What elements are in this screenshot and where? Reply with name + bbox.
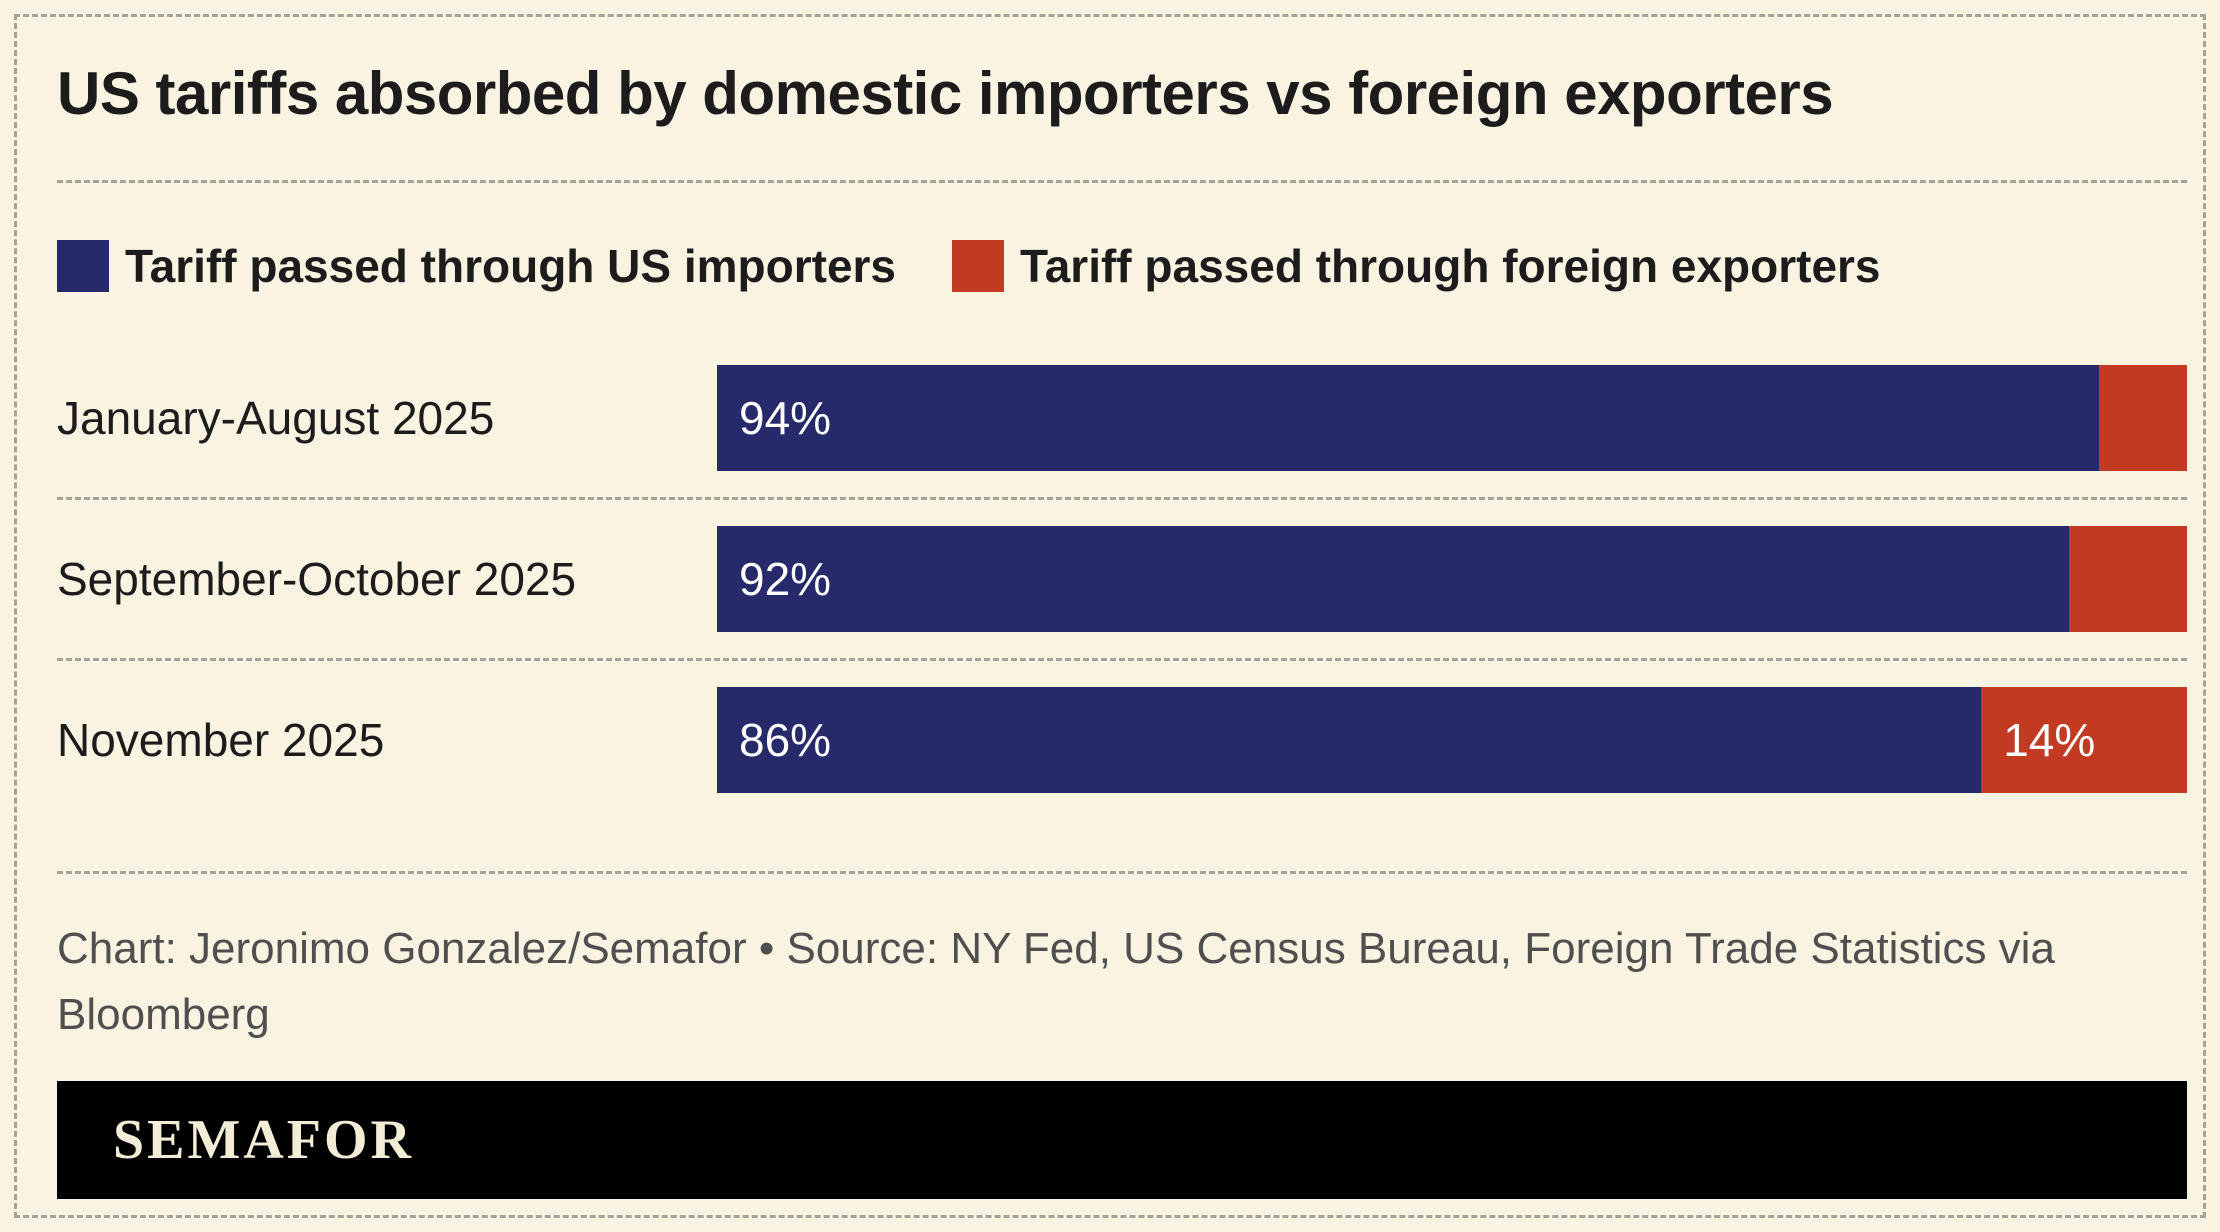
exporter-segment: 14% bbox=[1981, 687, 2187, 793]
category-label: January-August 2025 bbox=[57, 392, 495, 444]
legend-label-exporters: Tariff passed through foreign exporters bbox=[1020, 240, 1881, 292]
stacked-bar: 86% 14% bbox=[717, 687, 2187, 793]
importer-value-label: 94% bbox=[739, 392, 832, 444]
exporter-segment bbox=[2098, 365, 2187, 471]
bar-row-jan-aug: January-August 2025 94% bbox=[57, 365, 2187, 471]
divider-between-rows bbox=[57, 497, 2187, 500]
legend-item-importers: Tariff passed through US importers bbox=[57, 239, 896, 293]
legend-item-exporters: Tariff passed through foreign exporters bbox=[952, 239, 1881, 293]
divider-between-rows bbox=[57, 658, 2187, 661]
importer-value-label: 92% bbox=[739, 553, 832, 605]
divider-below-title bbox=[57, 180, 2187, 183]
bar-row-november: November 2025 86% 14% bbox=[57, 687, 2187, 793]
importer-swatch-icon bbox=[57, 240, 109, 292]
exporter-value-label: 14% bbox=[2003, 714, 2096, 766]
category-label: September-October 2025 bbox=[57, 553, 577, 605]
exporter-swatch-icon bbox=[952, 240, 1005, 292]
bar-row-sep-oct: September-October 2025 92% bbox=[57, 526, 2187, 632]
dashed-border-frame: US tariffs absorbed by domestic importer… bbox=[14, 14, 2206, 1218]
source-credit: Chart: Jeronimo Gonzalez/Semafor • Sourc… bbox=[57, 924, 2055, 1039]
exporter-segment bbox=[2069, 526, 2187, 632]
importer-segment: 86% bbox=[717, 687, 1982, 793]
stacked-bar: 92% bbox=[717, 526, 2187, 632]
divider-above-footer bbox=[57, 871, 2187, 874]
importer-value-label: 86% bbox=[739, 714, 832, 766]
legend-label-importers: Tariff passed through US importers bbox=[125, 240, 897, 292]
semafor-logo-bar: SEMAFOR bbox=[57, 1081, 2187, 1199]
legend: Tariff passed through US importers Tarif… bbox=[57, 239, 2187, 293]
chart-title: US tariffs absorbed by domestic importer… bbox=[57, 60, 1834, 127]
stacked-bar: 94% bbox=[717, 365, 2187, 471]
semafor-logo: SEMAFOR bbox=[113, 1109, 414, 1171]
importer-segment: 94% bbox=[717, 365, 2099, 471]
importer-segment: 92% bbox=[717, 526, 2070, 632]
category-label: November 2025 bbox=[57, 714, 385, 766]
